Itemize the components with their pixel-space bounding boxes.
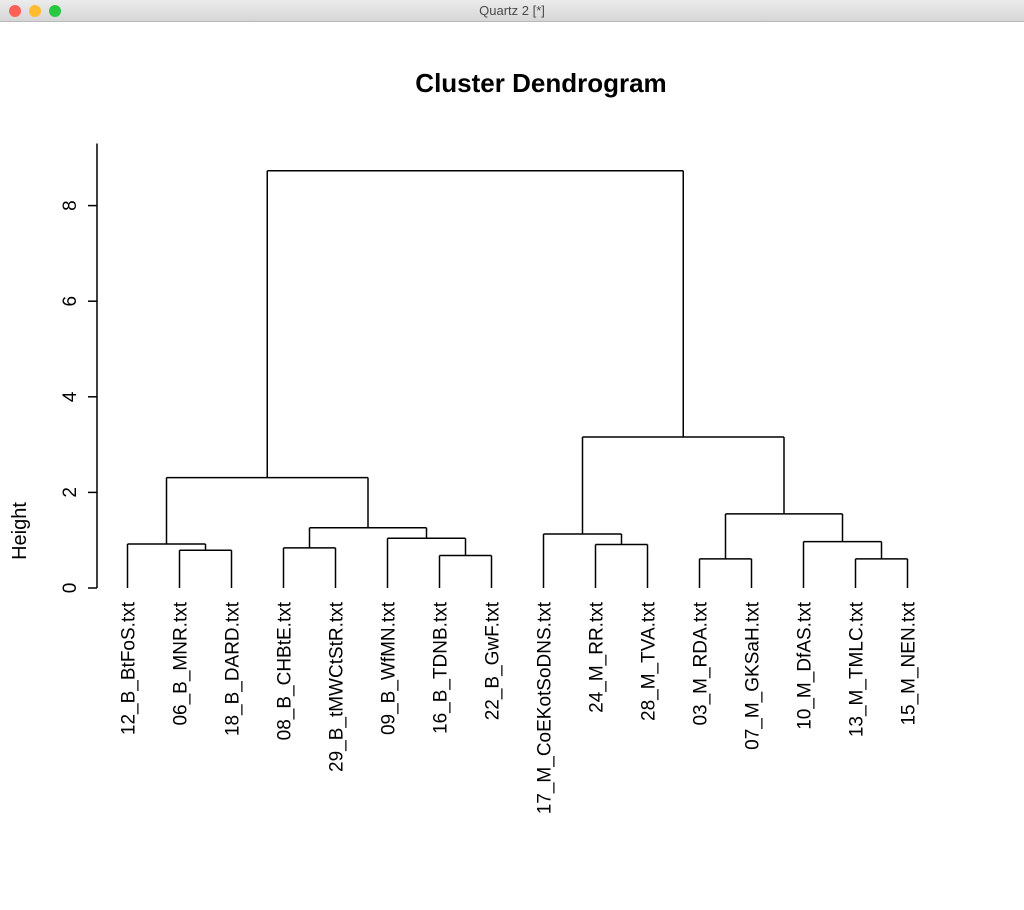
dendrogram-tree bbox=[126, 169, 909, 588]
leaf-label: 24_M_RR.txt bbox=[587, 601, 608, 713]
leaf-label: 18_B_DARD.txt bbox=[223, 601, 244, 736]
zoom-window-button[interactable] bbox=[49, 5, 61, 17]
y-tick-label: 6 bbox=[60, 296, 81, 307]
y-tick-label: 8 bbox=[60, 200, 81, 211]
y-axis: 0 2 4 6 8 bbox=[60, 143, 98, 594]
leaf-label: 06_B_MNR.txt bbox=[171, 601, 192, 725]
leaf-label: 15_M_NEN.txt bbox=[899, 601, 920, 725]
chart-title: Cluster Dendrogram bbox=[415, 68, 666, 98]
leaf-label: 17_M_CoEKotSoDNS.txt bbox=[535, 601, 556, 814]
leaf-label: 12_B_BtFoS.txt bbox=[119, 601, 140, 735]
minimize-window-button[interactable] bbox=[29, 5, 41, 17]
leaf-label: 22_B_GwF.txt bbox=[483, 601, 504, 720]
leaf-label: 29_B_tMWCtStR.txt bbox=[327, 601, 348, 772]
y-tick-label: 2 bbox=[60, 487, 81, 498]
leaf-label: 13_M_TMLC.txt bbox=[847, 601, 868, 737]
plot-area: Cluster Dendrogram Height 0 2 4 6 8 12_B_BtF… bbox=[0, 23, 1024, 910]
y-tick-label: 0 bbox=[60, 583, 81, 594]
leaf-label: 09_B_WfMN.txt bbox=[379, 601, 400, 735]
leaf-label: 07_M_GKSaH.txt bbox=[743, 601, 764, 750]
dendrogram-chart: Cluster Dendrogram Height 0 2 4 6 8 12_B_BtF… bbox=[9, 68, 920, 814]
close-window-button[interactable] bbox=[9, 5, 21, 17]
y-tick-label: 4 bbox=[60, 391, 81, 402]
leaf-label: 16_B_TDNB.txt bbox=[431, 601, 452, 734]
leaf-label: 28_M_TVA.txt bbox=[639, 601, 660, 721]
leaf-labels: 12_B_BtFoS.txt 06_B_MNR.txt 18_B_DARD.txt 0… bbox=[119, 601, 920, 814]
leaf-label: 08_B_CHBtE.txt bbox=[275, 601, 296, 740]
leaf-label: 10_M_DfAS.txt bbox=[795, 601, 816, 729]
window-title: Quartz 2 [*] bbox=[479, 3, 545, 18]
y-axis-label: Height bbox=[9, 502, 31, 560]
title-bar: Quartz 2 [*] bbox=[0, 0, 1024, 22]
leaf-label: 03_M_RDA.txt bbox=[691, 601, 712, 725]
